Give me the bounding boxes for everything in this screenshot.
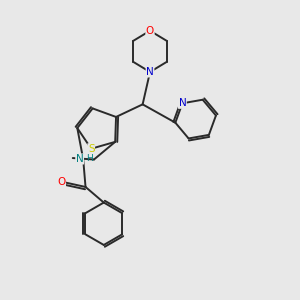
Text: N: N: [146, 67, 154, 77]
Text: N: N: [76, 154, 83, 164]
Text: O: O: [57, 177, 65, 187]
Text: O: O: [146, 26, 154, 36]
Text: N: N: [178, 98, 186, 108]
Text: S: S: [88, 144, 94, 154]
Text: H: H: [86, 154, 93, 163]
